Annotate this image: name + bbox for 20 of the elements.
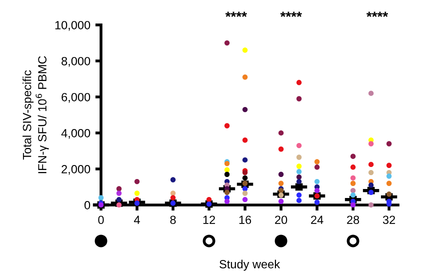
- x-axis-title: Study week: [220, 260, 280, 271]
- y-axis-title: Total SIV-specific IFN-γ SFU/ 10$^{6}$ PBMC: [22, 56, 49, 174]
- x-tick-label: 32: [382, 216, 396, 224]
- y-tick-label: 6,000: [62, 92, 90, 103]
- y-tick-label: 4,000: [61, 128, 90, 139]
- x-tick-label: 28: [347, 216, 360, 224]
- x-tick-label: 8: [170, 216, 176, 224]
- x-tick-label: 20: [275, 216, 288, 224]
- text: ****: [366, 12, 388, 17]
- y-tick-label: 0: [84, 200, 90, 210]
- y-tick-label: 8,000: [62, 56, 90, 67]
- y-tick-label: 2,000: [62, 164, 90, 175]
- x-tick-label: 24: [311, 216, 324, 224]
- x-tick-label: 16: [239, 216, 252, 224]
- text: ****: [280, 12, 302, 17]
- y-tick-label: 10,000: [55, 20, 90, 31]
- x-tick-label: 0: [98, 216, 104, 224]
- x-tick-label: 4: [134, 216, 140, 224]
- x-tick-label: 12: [203, 216, 215, 224]
- text: ****: [225, 12, 247, 17]
